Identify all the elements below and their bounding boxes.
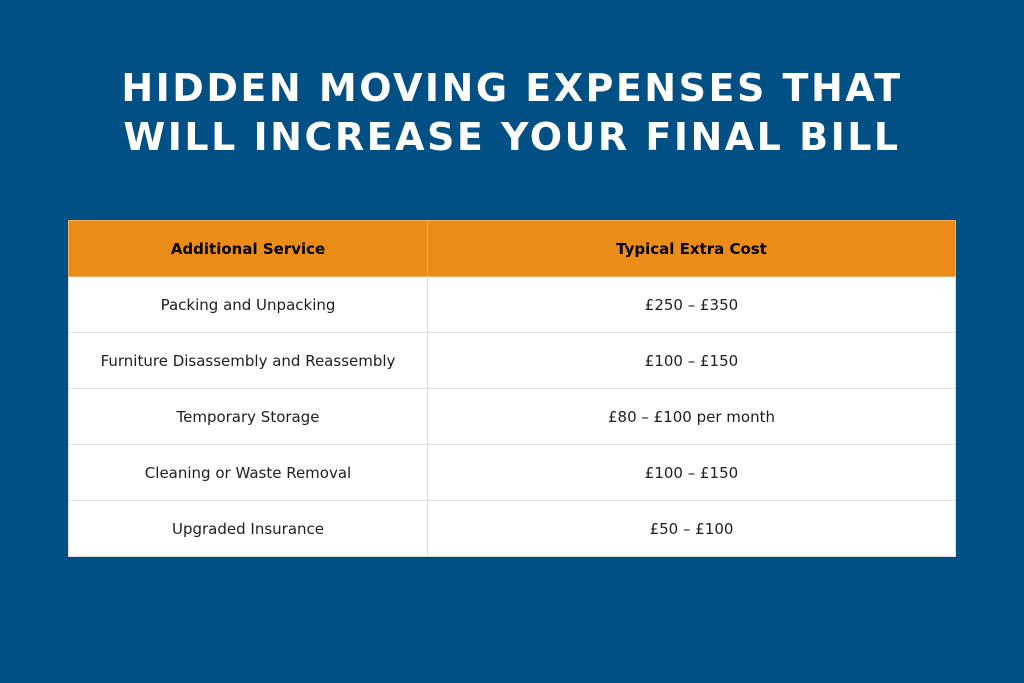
table-header-row: Additional Service Typical Extra Cost [68, 220, 956, 277]
table-row: Cleaning or Waste Removal £100 – £150 [68, 444, 956, 501]
table-row: Temporary Storage £80 – £100 per month [68, 388, 956, 445]
table-row: Upgraded Insurance £50 – £100 [68, 500, 956, 557]
service-cell: Furniture Disassembly and Reassembly [68, 332, 428, 389]
header-typical-extra-cost: Typical Extra Cost [427, 220, 956, 277]
service-cell: Upgraded Insurance [68, 500, 428, 557]
page-title: HIDDEN MOVING EXPENSES THAT WILL INCREAS… [0, 64, 1024, 162]
title-line-1: HIDDEN MOVING EXPENSES THAT [121, 66, 903, 110]
service-cell: Cleaning or Waste Removal [68, 444, 428, 501]
table-row: Packing and Unpacking £250 – £350 [68, 276, 956, 333]
header-additional-service: Additional Service [68, 220, 428, 277]
service-cell: Temporary Storage [68, 388, 428, 445]
table-row: Furniture Disassembly and Reassembly £100… [68, 332, 956, 389]
cost-cell: £100 – £150 [427, 444, 956, 501]
service-cell: Packing and Unpacking [68, 276, 428, 333]
cost-cell: £50 – £100 [427, 500, 956, 557]
title-line-2: WILL INCREASE YOUR FINAL BILL [123, 115, 901, 159]
cost-cell: £100 – £150 [427, 332, 956, 389]
expenses-table: Additional Service Typical Extra Cost Pa… [68, 220, 956, 557]
cost-cell: £80 – £100 per month [427, 388, 956, 445]
cost-cell: £250 – £350 [427, 276, 956, 333]
